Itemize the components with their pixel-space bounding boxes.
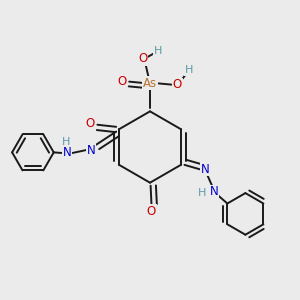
Text: H: H	[154, 46, 162, 56]
Text: O: O	[173, 78, 182, 91]
Text: N: N	[86, 143, 95, 157]
Text: N: N	[210, 185, 219, 198]
Text: H: H	[197, 188, 206, 198]
Text: O: O	[147, 205, 156, 218]
Text: H: H	[62, 137, 71, 147]
Text: O: O	[139, 52, 148, 65]
Text: N: N	[201, 163, 210, 176]
Text: O: O	[86, 117, 95, 130]
Text: N: N	[63, 146, 71, 160]
Text: H: H	[184, 65, 193, 75]
Text: O: O	[117, 75, 126, 88]
Text: As: As	[143, 76, 157, 90]
